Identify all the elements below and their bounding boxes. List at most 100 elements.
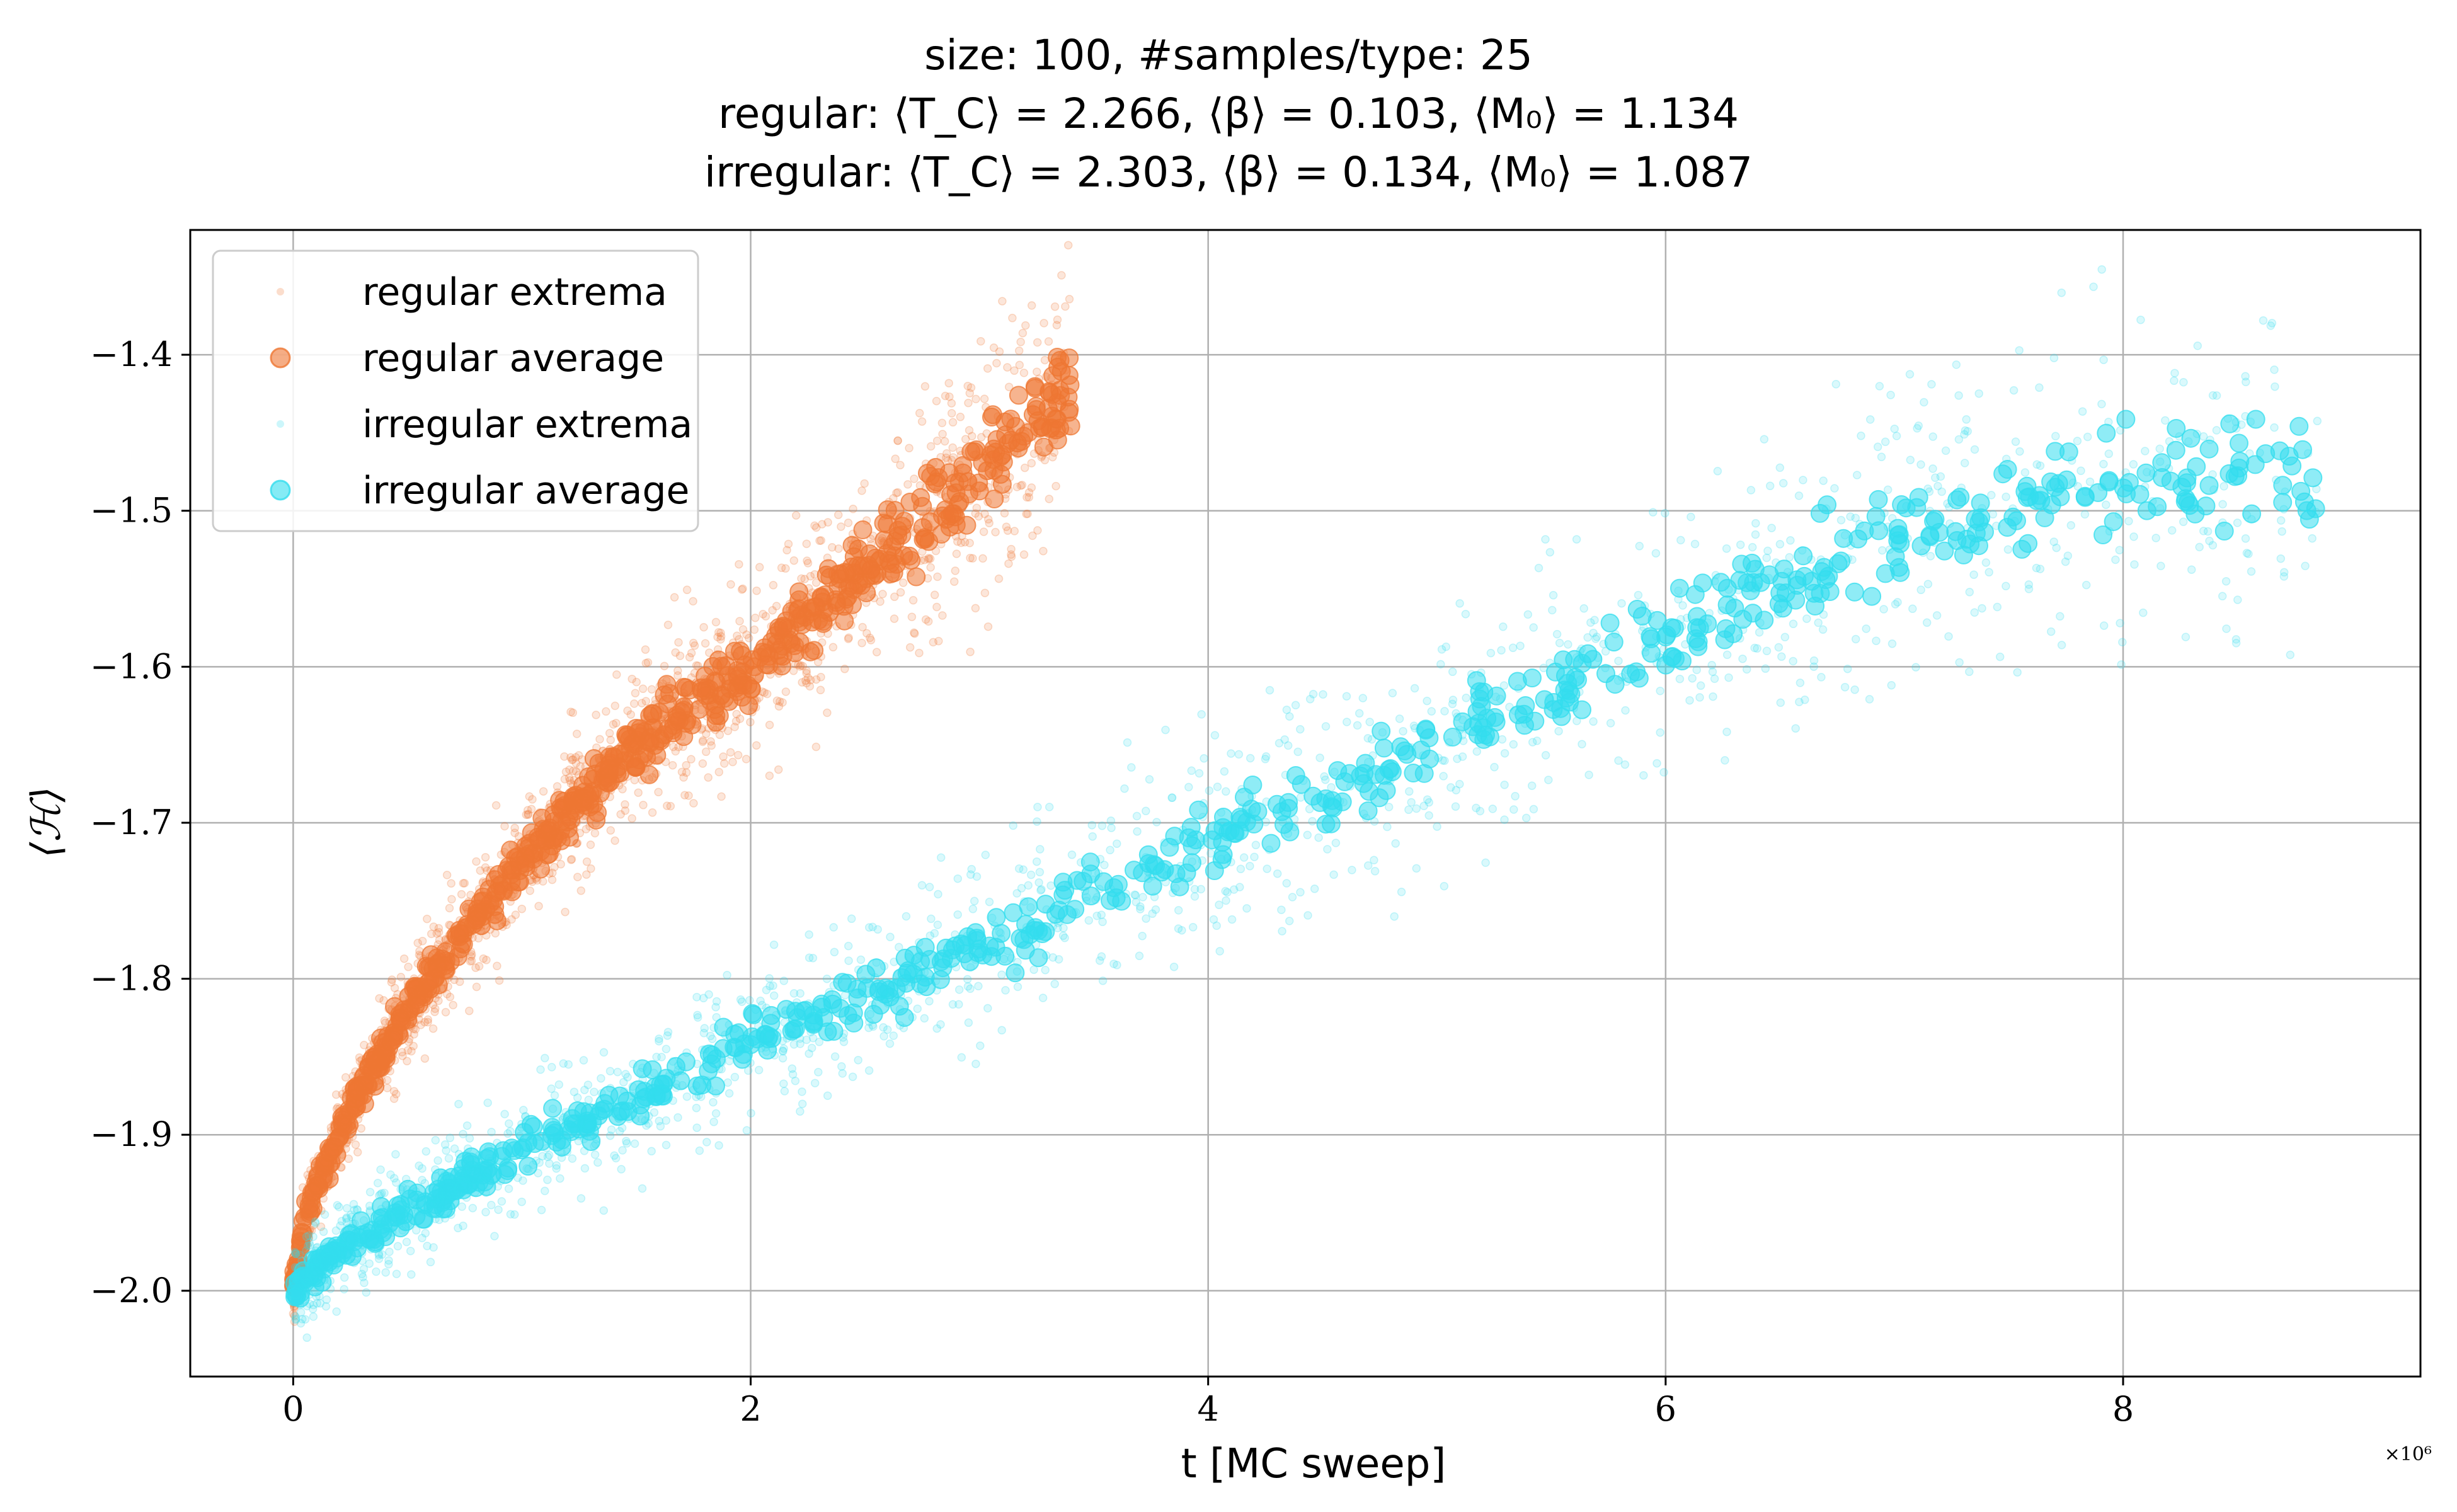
extrema-point [1136,902,1145,911]
extrema-point [398,1051,407,1060]
extrema-point [1397,888,1406,896]
extrema-point [2085,477,2095,486]
extrema-point [1893,598,1902,607]
extrema-point [638,684,648,694]
extrema-point [576,886,586,895]
extrema-point [381,1268,390,1277]
average-point [543,1099,563,1118]
extrema-point [933,572,942,581]
extrema-point [421,1147,431,1156]
extrema-point [869,1022,878,1031]
extrema-point [1363,734,1373,743]
extrema-point [663,1028,673,1036]
extrema-point [1024,493,1034,502]
extrema-point [1014,864,1024,873]
extrema-point [985,518,994,528]
average-point [1930,523,1949,542]
extrema-point [2129,532,2138,541]
y-tick-label: −2.0 [90,1271,173,1310]
extrema-point [695,1146,704,1155]
average-point [1966,524,1986,543]
extrema-point [627,674,636,684]
average-point [2046,442,2065,461]
extrema-point [709,1118,718,1126]
average-point [1888,531,1908,551]
average-point [1693,573,1712,593]
average-point [1794,546,1813,566]
average-point [1886,547,1905,566]
extrema-point [657,1053,666,1062]
extrema-point [612,670,621,679]
extrema-point [1440,881,1449,891]
extrema-point [932,436,942,445]
extrema-point [898,578,908,587]
extrema-point [952,549,961,558]
extrema-point [712,997,721,1006]
extrema-point [761,612,770,621]
average-point [823,990,842,1009]
extrema-point [1106,845,1114,855]
extrema-point [474,934,483,943]
average-point [1048,357,1068,377]
extrema-point [1534,563,1544,573]
extrema-point [1029,965,1038,974]
extrema-point [566,856,576,864]
extrema-point [1695,693,1704,702]
extrema-point [726,580,735,589]
extrema-point [1296,724,1305,734]
extrema-point [1614,756,1623,765]
extrema-point [1246,861,1254,871]
extrema-point [460,879,469,888]
extrema-point [1184,782,1193,792]
extrema-point [806,675,815,685]
extrema-point [1213,782,1222,791]
extrema-point [2057,641,2066,650]
extrema-point [702,1138,711,1147]
extrema-point [1127,763,1136,772]
extrema-point [1724,673,1733,682]
extrema-point [1455,599,1464,608]
extrema-point [837,1062,846,1071]
average-point [1033,418,1052,437]
extrema-point [1906,455,1915,464]
extrema-point [418,1176,427,1184]
extrema-point [641,697,651,706]
extrema-point [979,527,988,536]
extrema-point [985,897,994,907]
extrema-point [320,1210,329,1219]
extrema-point [497,1197,507,1206]
extrema-point [803,559,813,568]
extrema-point [1433,822,1441,831]
chart-title: size: 100, #samples/type: 25 regular: ⟨T… [704,31,1753,197]
extrema-point [1174,924,1183,933]
extrema-point [893,488,902,497]
extrema-point [1970,608,1979,617]
average-point [1485,707,1504,727]
extrema-point [1097,952,1106,961]
extrema-point [1265,685,1274,695]
extrema-point [483,1098,492,1108]
extrema-point [402,1237,411,1247]
extrema-point [1194,769,1204,778]
extrema-point [1789,656,1797,666]
extrema-point [2097,399,2106,409]
extrema-point [1742,665,1751,674]
extrema-point [965,426,974,435]
extrema-point [2035,383,2044,392]
extrema-point [1799,476,1807,484]
extrema-point [2061,557,2070,566]
extrema-point [495,976,504,985]
extrema-point [1881,437,1890,447]
extrema-point [666,801,675,811]
extrema-point [730,723,739,731]
legend-label-regular-average: regular average [362,336,664,381]
average-point [510,856,529,875]
extrema-point [1032,857,1041,866]
extrema-point [669,742,678,752]
extrema-point [1277,905,1286,914]
extrema-point [1890,424,1899,433]
extrema-point [1965,667,1974,677]
extrema-point [674,638,683,647]
extrema-point [1892,432,1901,440]
extrema-point [1548,605,1557,615]
